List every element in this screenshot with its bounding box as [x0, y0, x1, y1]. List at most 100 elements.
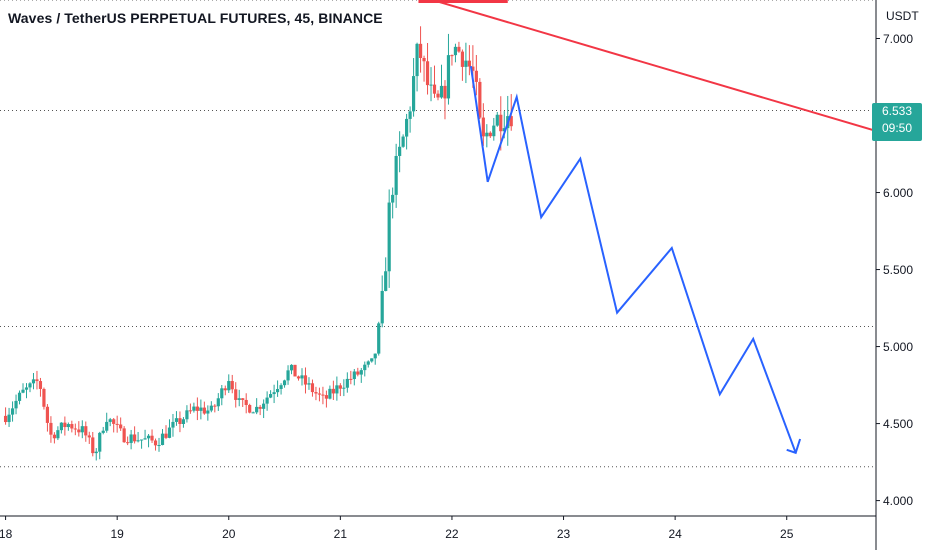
drawing-layer	[418, 0, 877, 455]
candle-body	[296, 376, 301, 379]
candle-body	[335, 385, 339, 394]
candle-body	[108, 419, 112, 422]
candle-body	[439, 85, 444, 98]
bar-countdown: 09:50	[881, 121, 913, 135]
candle-body	[488, 132, 492, 137]
candle-body	[478, 81, 482, 118]
candle-body	[255, 406, 259, 413]
candle-body	[188, 410, 193, 412]
projection-arrowhead	[786, 438, 802, 455]
candle-body	[474, 70, 478, 82]
candle-body	[94, 451, 98, 454]
candle-body	[206, 410, 210, 414]
price-unit-label: USDT	[886, 9, 919, 23]
candle-body	[443, 85, 447, 99]
candle-body	[112, 419, 116, 424]
candle-body	[373, 353, 377, 359]
candle-body	[157, 445, 161, 447]
candle-body	[303, 375, 308, 385]
candle-body	[133, 434, 137, 442]
candle-body	[24, 387, 29, 390]
candle-body	[209, 405, 213, 411]
candle-body	[213, 405, 217, 407]
candle-body	[42, 388, 46, 407]
y-tick-label: 4.500	[883, 416, 914, 431]
candle-body	[502, 128, 506, 132]
candle-body	[289, 364, 294, 371]
x-tick-label: 25	[780, 527, 794, 541]
candle-body	[391, 194, 395, 203]
chart-title: Waves / TetherUS PERPETUAL FUTURES, 45, …	[8, 10, 383, 26]
candle-body	[499, 114, 503, 132]
y-tick-label: 7.000	[883, 31, 914, 46]
descending-trendline	[429, 0, 877, 132]
candle-body	[17, 392, 22, 401]
candle-body	[262, 403, 266, 409]
candle-body	[160, 433, 165, 446]
candle-body	[146, 435, 151, 439]
candle-body	[63, 422, 67, 428]
candle-body	[317, 393, 322, 395]
candle-body	[237, 398, 241, 400]
candle-body	[178, 418, 182, 424]
candle-body	[387, 202, 391, 272]
candle-body	[216, 398, 220, 407]
candle-body	[485, 132, 489, 137]
candle-body	[171, 421, 175, 428]
candle-body	[195, 406, 199, 411]
candle-body	[223, 388, 227, 391]
candle-body	[244, 399, 248, 406]
y-tick-label: 4.000	[883, 493, 914, 508]
candle-body	[314, 392, 318, 394]
candle-body	[87, 435, 91, 438]
candle-body	[45, 406, 50, 423]
candle-body	[241, 398, 245, 400]
candle-body	[366, 361, 370, 365]
candle-body	[349, 378, 353, 380]
candle-body	[377, 323, 381, 354]
candle-body	[122, 428, 126, 443]
x-tick-label: 21	[333, 527, 348, 541]
candle-body	[432, 84, 437, 94]
candle-body	[258, 406, 262, 409]
candle-body	[21, 389, 25, 393]
candle-body	[73, 428, 77, 430]
x-tick-label: 19	[110, 527, 124, 541]
candle-body	[10, 408, 15, 415]
candle-body	[136, 440, 140, 442]
candle-body	[492, 125, 496, 137]
candle-body	[275, 388, 280, 393]
candle-body	[464, 60, 468, 67]
candle-body	[129, 434, 133, 443]
candle-body	[28, 383, 32, 388]
candle-body	[251, 412, 255, 414]
candle-body	[509, 116, 513, 127]
x-tick-label: 23	[556, 527, 571, 541]
candle-body	[370, 358, 374, 362]
candle-body	[408, 111, 412, 119]
candle-body	[202, 407, 206, 414]
candle-body	[467, 60, 471, 67]
candle-body	[220, 388, 224, 399]
candle-body	[471, 66, 475, 71]
candle-body	[307, 383, 311, 385]
candle-body	[174, 418, 179, 422]
candle-body	[436, 93, 440, 98]
candle-body	[415, 43, 419, 77]
candle-body	[328, 388, 332, 399]
candle-body	[115, 423, 119, 425]
candle-layer	[3, 26, 513, 461]
x-tick-label: 20	[222, 527, 236, 541]
candle-body	[384, 271, 388, 291]
candle-body	[119, 424, 123, 429]
candle-body	[418, 43, 423, 58]
candle-body	[342, 387, 346, 389]
candle-body	[7, 414, 11, 423]
candle-body	[230, 381, 234, 390]
candle-body	[126, 442, 130, 444]
x-tick-label: 24	[668, 527, 682, 541]
candle-body	[269, 394, 273, 398]
candle-body	[49, 422, 53, 435]
